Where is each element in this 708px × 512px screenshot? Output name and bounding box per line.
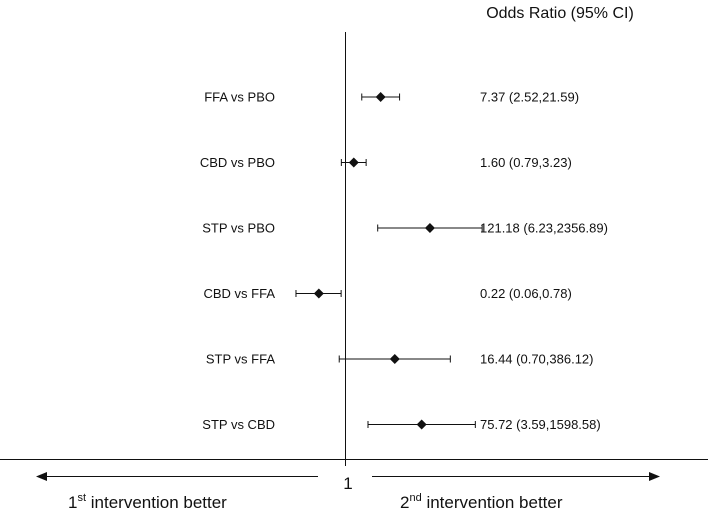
forest-row: FFA vs PBO 7.37 (2.52,21.59) xyxy=(204,90,579,105)
point-estimate-marker xyxy=(313,288,324,299)
comparison-label: FFA vs PBO xyxy=(204,90,275,105)
odds-ratio-label: 16.44 (0.70,386.12) xyxy=(480,352,593,367)
odds-ratio-label: 75.72 (3.59,1598.58) xyxy=(480,417,601,432)
point-estimate-marker xyxy=(389,354,400,364)
left-direction-label: 1st intervention better xyxy=(68,492,227,512)
point-estimate-marker xyxy=(375,92,386,102)
comparison-label: CBD vs FFA xyxy=(203,286,275,301)
forest-row: STP vs PBO 121.18 (6.23,2356.89) xyxy=(202,221,608,236)
odds-ratio-label: 7.37 (2.52,21.59) xyxy=(480,90,579,105)
point-estimate-marker xyxy=(424,223,435,233)
right-direction-arrow xyxy=(372,472,660,481)
forest-row: CBD vs PBO 1.60 (0.79,3.23) xyxy=(200,155,572,170)
column-header: Odds Ratio (95% CI) xyxy=(486,5,634,22)
comparison-label: STP vs PBO xyxy=(202,221,275,236)
point-estimate-marker xyxy=(416,419,427,430)
forest-row: STP vs CBD 75.72 (3.59,1598.58) xyxy=(202,417,600,432)
forest-row: STP vs FFA 16.44 (0.70,386.12) xyxy=(206,352,594,367)
comparison-label: CBD vs PBO xyxy=(200,155,275,170)
reference-tick-label: 1 xyxy=(343,474,352,493)
comparison-label: STP vs FFA xyxy=(206,352,275,367)
point-estimate-marker xyxy=(348,157,359,168)
odds-ratio-label: 1.60 (0.79,3.23) xyxy=(480,155,572,170)
forest-rows: FFA vs PBO 7.37 (2.52,21.59) CBD vs PBO 1.6… xyxy=(200,90,608,433)
comparison-label: STP vs CBD xyxy=(202,417,275,432)
odds-ratio-label: 121.18 (6.23,2356.89) xyxy=(480,221,608,236)
odds-ratio-label: 0.22 (0.06,0.78) xyxy=(480,286,572,301)
left-direction-arrow xyxy=(36,472,318,481)
forest-row: CBD vs FFA 0.22 (0.06,0.78) xyxy=(203,286,571,301)
right-direction-label: 2nd intervention better xyxy=(400,492,563,512)
